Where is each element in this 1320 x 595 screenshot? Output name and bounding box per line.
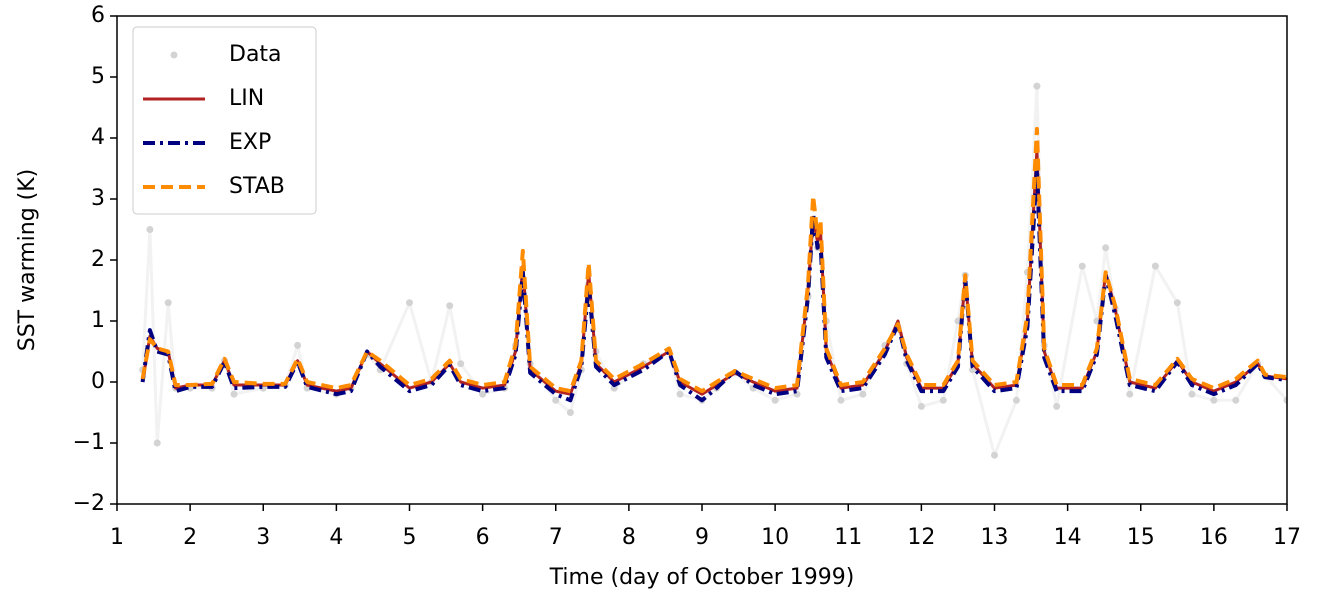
data-point	[164, 299, 172, 307]
x-tick-label: 1	[110, 525, 124, 550]
data-point	[676, 390, 684, 398]
data-point	[1283, 396, 1287, 404]
x-tick-label: 3	[256, 525, 270, 550]
x-axis-label: Time (day of October 1999)	[549, 565, 855, 590]
x-tick-label: 7	[549, 525, 563, 550]
data-point	[969, 366, 977, 374]
data-point	[1232, 396, 1240, 404]
x-tick-label: 4	[329, 525, 343, 550]
data-point	[1188, 390, 1196, 398]
data-point	[1126, 390, 1134, 398]
legend-marker	[170, 51, 178, 59]
data-point	[1053, 402, 1061, 410]
data-point	[859, 390, 867, 398]
y-tick-label: 4	[91, 125, 105, 150]
data-point	[406, 299, 413, 307]
x-tick-label: 10	[761, 525, 789, 550]
data-point	[457, 360, 465, 368]
data-point	[837, 396, 845, 404]
data-point	[153, 439, 161, 447]
x-tick-label: 5	[403, 525, 417, 550]
y-tick-label: 6	[91, 3, 105, 28]
legend-label: LIN	[229, 86, 264, 111]
data-point	[479, 390, 487, 398]
y-tick-label: 1	[91, 308, 105, 333]
data-point	[917, 402, 925, 410]
series-line	[140, 126, 1287, 394]
x-tick-label: 9	[695, 525, 709, 550]
legend-label: Data	[229, 42, 282, 67]
plot-area	[139, 82, 1287, 459]
data-point	[294, 341, 302, 349]
legend-label: EXP	[229, 130, 271, 155]
x-tick-label: 16	[1200, 525, 1228, 550]
axes-frame	[116, 15, 1288, 505]
y-axis-label: SST warming (K)	[15, 169, 40, 352]
x-tick-label: 2	[183, 525, 197, 550]
y-tick-label: 5	[91, 64, 105, 89]
data-point	[146, 226, 154, 233]
data-point	[1210, 396, 1218, 404]
data-point	[552, 396, 560, 404]
x-tick-label: 12	[907, 525, 935, 550]
x-tick-label: 6	[476, 525, 490, 550]
data-point	[230, 390, 238, 398]
legend-label: STAB	[229, 174, 285, 199]
y-tick-label: 3	[91, 186, 105, 211]
data-point	[1102, 244, 1110, 252]
y-tick-label: −1	[73, 430, 105, 455]
x-tick-label: 17	[1273, 525, 1301, 550]
x-tick-label: 14	[1054, 525, 1082, 550]
legend: Data LIN EXP STAB	[132, 26, 317, 215]
x-tick-label: 11	[834, 525, 862, 550]
y-tick-label: −2	[73, 491, 105, 516]
legend-box	[132, 26, 317, 215]
data-point	[446, 302, 454, 310]
data-point	[771, 396, 779, 404]
data-point	[1173, 299, 1181, 307]
data-point	[991, 451, 998, 459]
data-point	[1078, 262, 1086, 270]
data-point	[1012, 396, 1020, 404]
x-tick-label: 8	[622, 525, 636, 550]
y-tick-label: 0	[91, 369, 105, 394]
data-point	[1151, 262, 1159, 270]
x-tick-label: 13	[981, 525, 1009, 550]
x-tick-label: 15	[1127, 525, 1155, 550]
y-tick-label: 2	[91, 247, 105, 272]
data-point	[939, 396, 947, 404]
data-point	[566, 409, 574, 416]
data-point	[1033, 82, 1041, 90]
